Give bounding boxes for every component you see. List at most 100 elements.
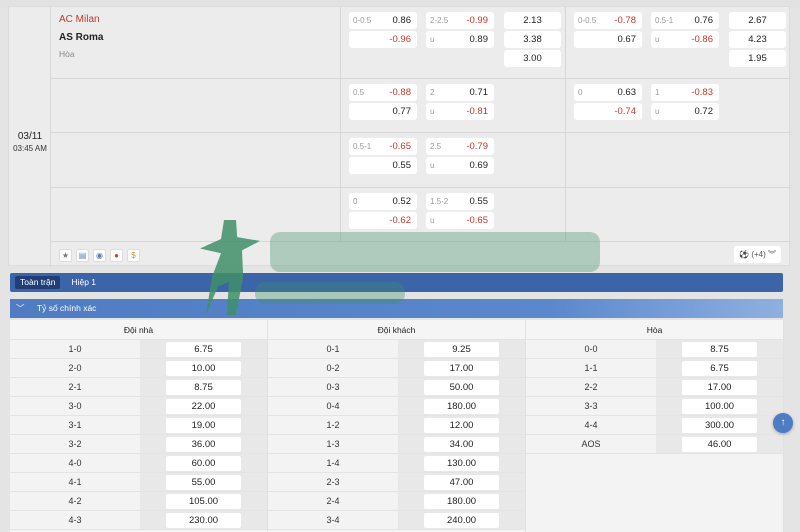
- handicap-away[interactable]: -0.62: [349, 212, 417, 229]
- score-odds-button[interactable]: 22.00: [166, 399, 241, 414]
- over-odds[interactable]: 1 -0.83: [651, 84, 719, 101]
- more-markets-button[interactable]: ⚽ (+4) ︾: [734, 246, 781, 263]
- over-odds[interactable]: 2.5 -0.79: [426, 138, 494, 155]
- odds-value: 0.55: [392, 160, 412, 171]
- 1x2-odds[interactable]: 4.23: [729, 31, 786, 48]
- score-odds-button[interactable]: 100.00: [682, 399, 757, 414]
- soccer-ball-icon: ⚽: [739, 250, 750, 259]
- date-column: 03/11 03:45 AM: [9, 7, 51, 267]
- away-team[interactable]: AS Roma: [59, 32, 104, 43]
- score-row: 4-4 300.00: [526, 416, 783, 435]
- over-odds[interactable]: 2-2.5 -0.99: [426, 12, 494, 29]
- score-odds-button[interactable]: 46.00: [682, 437, 757, 452]
- score-odds-button[interactable]: 9.25: [424, 342, 499, 357]
- score-odds-button[interactable]: 47.00: [424, 475, 499, 490]
- under-odds[interactable]: u 0.89: [426, 31, 494, 48]
- handicap-home[interactable]: 0.5-1 -0.65: [349, 138, 417, 155]
- score-row: 3-3 100.00: [526, 397, 783, 416]
- score-odds-button[interactable]: 6.75: [682, 361, 757, 376]
- score-label: 2-1: [68, 382, 82, 392]
- odds-value: 0.89: [469, 34, 489, 45]
- under-odds[interactable]: u 0.69: [426, 157, 494, 174]
- handicap-away[interactable]: 0.67: [574, 31, 642, 48]
- score-odds-button[interactable]: 240.00: [424, 513, 499, 528]
- scroll-to-top-button[interactable]: ↑: [773, 413, 793, 433]
- score-row: 3-0 22.00: [10, 397, 267, 416]
- handicap-away[interactable]: -0.74: [574, 103, 642, 120]
- 1x2-odds[interactable]: 2.67: [729, 12, 786, 29]
- score-odds-button[interactable]: 105.00: [166, 494, 241, 509]
- score-label: 3-0: [68, 401, 82, 411]
- score-odds-button[interactable]: 230.00: [166, 513, 241, 528]
- score-odds-button[interactable]: 55.00: [166, 475, 241, 490]
- coin-icon[interactable]: $: [127, 249, 140, 262]
- handicap-home[interactable]: 0.5 -0.88: [349, 84, 417, 101]
- over-odds[interactable]: 1.5-2 0.55: [426, 193, 494, 210]
- score-odds-button[interactable]: 17.00: [424, 361, 499, 376]
- score-odds-button[interactable]: 300.00: [682, 418, 757, 433]
- score-odds-button[interactable]: 19.00: [166, 418, 241, 433]
- score-odds-button[interactable]: 60.00: [166, 456, 241, 471]
- score-odds-button[interactable]: 8.75: [166, 380, 241, 395]
- under-odds[interactable]: u -0.86: [651, 31, 719, 48]
- eye-icon[interactable]: ◉: [93, 249, 106, 262]
- fire-icon[interactable]: ●: [110, 249, 123, 262]
- score-row: 3-2 36.00: [10, 435, 267, 454]
- odds-value: 0.72: [694, 106, 714, 117]
- score-row: 1-4 130.00: [268, 454, 525, 473]
- tab-full-match[interactable]: Toàn trận: [15, 276, 61, 289]
- column-header: Đội nhà: [10, 320, 267, 340]
- handicap-home[interactable]: 0 0.63: [574, 84, 642, 101]
- score-row: 2-0 10.00: [10, 359, 267, 378]
- score-odds-button[interactable]: 8.75: [682, 342, 757, 357]
- correct-score-header[interactable]: ﹀ Tỷ số chính xác: [10, 299, 783, 318]
- odds-line: u: [430, 35, 435, 44]
- score-odds-button[interactable]: 130.00: [424, 456, 499, 471]
- score-label: 0-4: [326, 401, 340, 411]
- score-row: 0-3 50.00: [268, 378, 525, 397]
- odds-line: 0.5: [353, 88, 365, 97]
- star-icon[interactable]: ★: [59, 249, 72, 262]
- stats-icon[interactable]: ▤: [76, 249, 89, 262]
- score-row: AOS 46.00: [526, 435, 783, 454]
- score-label: 3-3: [584, 401, 598, 411]
- score-odds-button[interactable]: 34.00: [424, 437, 499, 452]
- under-odds[interactable]: u -0.65: [426, 212, 494, 229]
- handicap-away[interactable]: 0.77: [349, 103, 417, 120]
- score-odds-button[interactable]: 180.00: [424, 399, 499, 414]
- score-odds-button[interactable]: 180.00: [424, 494, 499, 509]
- 1x2-odds[interactable]: 3.38: [504, 31, 561, 48]
- 1x2-odds[interactable]: 2.13: [504, 12, 561, 29]
- score-label: 1-0: [68, 344, 82, 354]
- score-odds-button[interactable]: 50.00: [424, 380, 499, 395]
- odds-line: u: [430, 216, 435, 225]
- home-team[interactable]: AC Milan: [59, 14, 100, 25]
- handicap-home[interactable]: 0 0.52: [349, 193, 417, 210]
- under-odds[interactable]: u -0.81: [426, 103, 494, 120]
- odds-row: 0-0.5 0.86 -0.96 2-2.5 -0.99 u 0.89 2.13 3.38 3.0…: [51, 7, 791, 79]
- score-odds-button[interactable]: 36.00: [166, 437, 241, 452]
- under-odds[interactable]: u 0.72: [651, 103, 719, 120]
- score-label: 1-1: [584, 363, 598, 373]
- handicap-home[interactable]: 0-0.5 -0.78: [574, 12, 642, 29]
- handicap-away[interactable]: 0.55: [349, 157, 417, 174]
- handicap-home[interactable]: 0-0.5 0.86: [349, 12, 417, 29]
- handicap-away[interactable]: -0.96: [349, 31, 417, 48]
- score-row: 2-1 8.75: [10, 378, 267, 397]
- odds-row: 0.5-1 -0.65 0.55 2.5 -0.79 u 0.69: [51, 133, 791, 188]
- tab-first-half[interactable]: Hiệp 1: [71, 277, 97, 287]
- chevron-double-down-icon: ︾: [768, 250, 776, 259]
- score-odds-button[interactable]: 6.75: [166, 342, 241, 357]
- odds-value: -0.78: [614, 15, 636, 26]
- score-row: 0-4 180.00: [268, 397, 525, 416]
- 1x2-odds[interactable]: 3.00: [504, 50, 561, 67]
- over-odds[interactable]: 0.5-1 0.76: [651, 12, 719, 29]
- score-odds-button[interactable]: 17.00: [682, 380, 757, 395]
- 1x2-odds[interactable]: 1.95: [729, 50, 786, 67]
- score-column: Đội nhà 1-0 6.75 2-0 10.00 2-1 8.75 3-0 22.00 3-1…: [10, 320, 268, 532]
- score-odds-button[interactable]: 12.00: [424, 418, 499, 433]
- odds-value: -0.62: [389, 215, 411, 226]
- section-title: Tỷ số chính xác: [36, 303, 97, 313]
- over-odds[interactable]: 2 0.71: [426, 84, 494, 101]
- score-odds-button[interactable]: 10.00: [166, 361, 241, 376]
